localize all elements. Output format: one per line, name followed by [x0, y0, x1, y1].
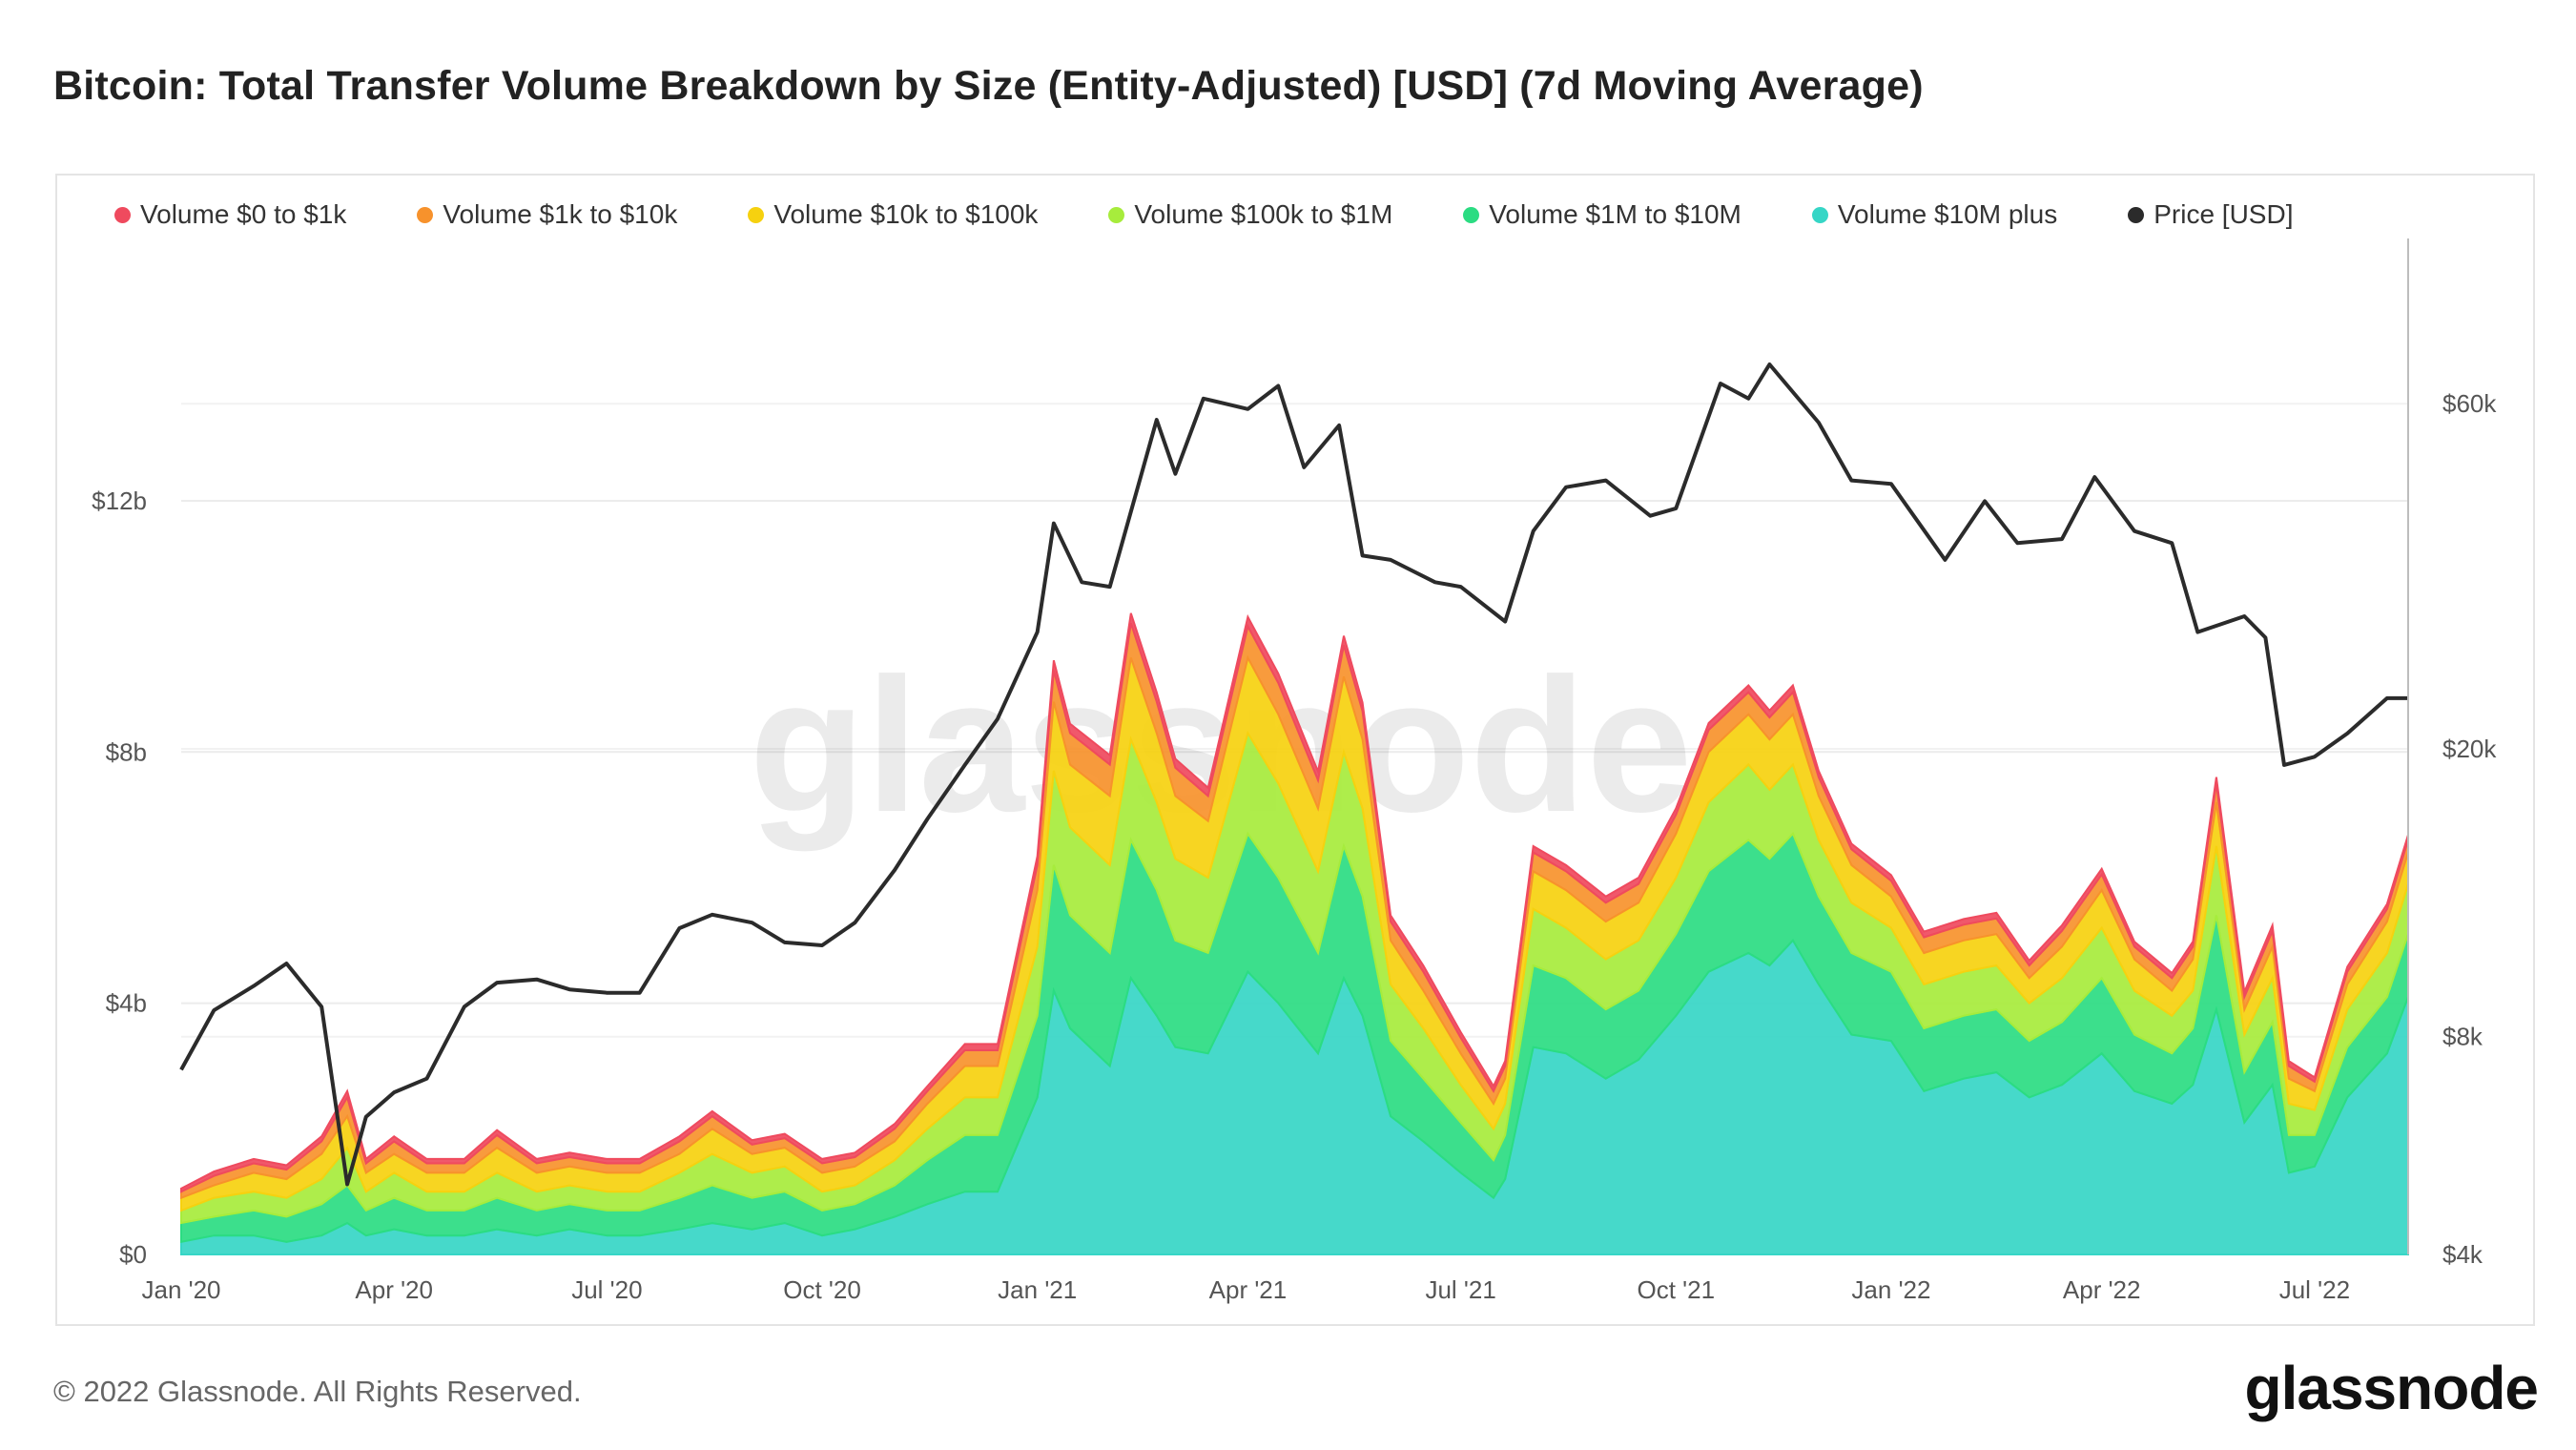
- y-left-tick-label: $12b: [92, 487, 147, 515]
- axis-layer: $0 $4b $8b $12b $4k $8k $20k $60k Jan '20 Apr '20…: [92, 238, 2497, 1304]
- y-left-tick-label: $4b: [106, 989, 147, 1018]
- x-tick-label: Apr '21: [1209, 1275, 1288, 1304]
- legend-label: Volume $100k to $1M: [1134, 199, 1393, 229]
- y-right-tick-label: $60k: [2442, 389, 2497, 418]
- footer-copyright: © 2022 Glassnode. All Rights Reserved.: [53, 1375, 582, 1408]
- x-tick-label: Jan '20: [141, 1275, 220, 1304]
- glassnode-logo[interactable]: glassnode: [2244, 1354, 2539, 1422]
- legend-item-vol-10k-100k[interactable]: Volume $10k to $100k: [748, 199, 1038, 230]
- y-right-tick-label: $20k: [2442, 735, 2497, 763]
- y-right-tick-label: $4k: [2442, 1240, 2483, 1269]
- legend-item-vol-10m-plus[interactable]: Volume $10M plus: [1811, 199, 2058, 230]
- legend-label: Volume $1k to $10k: [443, 199, 678, 229]
- y-right-tick-label: $8k: [2442, 1023, 2483, 1051]
- x-tick-label: Apr '22: [2063, 1275, 2141, 1304]
- legend-dot-icon: [114, 206, 131, 223]
- legend-dot-icon: [748, 206, 765, 223]
- x-tick-label: Jul '20: [571, 1275, 642, 1304]
- x-tick-label: Jul '21: [1425, 1275, 1495, 1304]
- legend-item-vol-0-1k[interactable]: Volume $0 to $1k: [114, 199, 346, 230]
- x-tick-label: Oct '20: [783, 1275, 861, 1304]
- legend-label: Volume $10k to $100k: [773, 199, 1039, 229]
- legend-item-price[interactable]: Price [USD]: [2128, 199, 2293, 230]
- legend-item-vol-100k-1m[interactable]: Volume $100k to $1M: [1108, 199, 1392, 230]
- x-tick-label: Jul '22: [2279, 1275, 2350, 1304]
- legend-item-vol-1k-10k[interactable]: Volume $1k to $10k: [417, 199, 677, 230]
- price-line: [179, 362, 2408, 1187]
- legend-dot-icon: [2128, 206, 2145, 223]
- chart-legend: Volume $0 to $1k Volume $1k to $10k Volu…: [114, 199, 2363, 230]
- x-tick-label: Apr '20: [355, 1275, 433, 1304]
- legend-label: Volume $1M to $10M: [1489, 199, 1741, 229]
- x-tick-label: Oct '21: [1638, 1275, 1716, 1304]
- area-layer: [180, 612, 2409, 1255]
- legend-label: Volume $0 to $1k: [140, 199, 347, 229]
- legend-label: Price [USD]: [2154, 199, 2294, 229]
- y-left-tick-label: $8b: [106, 737, 147, 766]
- x-tick-label: Jan '21: [998, 1275, 1077, 1304]
- y-left-tick-label: $0: [119, 1240, 147, 1269]
- legend-label: Volume $10M plus: [1837, 199, 2058, 229]
- legend-dot-icon: [1811, 206, 1828, 223]
- legend-dot-icon: [1463, 206, 1480, 223]
- price-layer: [179, 362, 2408, 1187]
- legend-item-vol-1m-10m[interactable]: Volume $1M to $10M: [1463, 199, 1741, 230]
- legend-dot-icon: [1108, 206, 1125, 223]
- chart-title: Bitcoin: Total Transfer Volume Breakdown…: [53, 63, 1924, 109]
- x-tick-label: Jan '22: [1851, 1275, 1930, 1304]
- legend-dot-icon: [417, 206, 434, 223]
